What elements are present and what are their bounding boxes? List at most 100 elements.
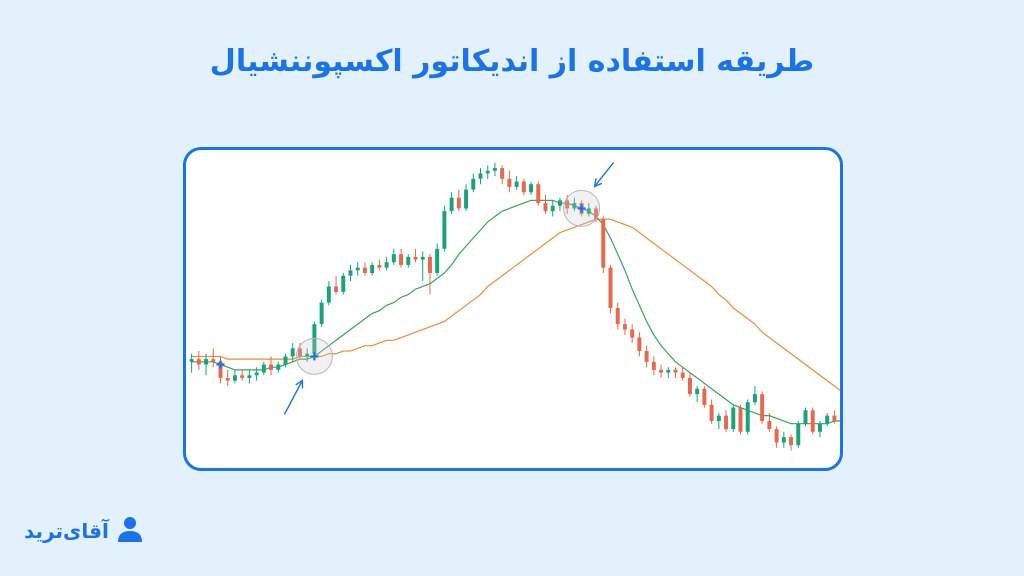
candle (781, 431, 786, 448)
candle (420, 251, 425, 282)
candle (644, 345, 649, 368)
candle (492, 162, 497, 177)
arrow-icon (593, 162, 615, 188)
candle (204, 353, 209, 376)
candle (456, 189, 461, 212)
candle (695, 386, 700, 403)
fast-ema-layer (191, 199, 840, 425)
candle (254, 367, 259, 381)
candle (666, 367, 671, 378)
candle (355, 262, 360, 276)
candle (832, 410, 837, 424)
candle (341, 273, 346, 295)
candle (435, 243, 440, 276)
candle (803, 407, 808, 427)
chart-card (183, 147, 843, 471)
candle (622, 318, 627, 335)
page-title: طریقه استفاده از اندیکاتور اکسپوننشیال (209, 44, 815, 79)
user-icon (115, 514, 145, 548)
candle (485, 165, 490, 179)
candle (529, 181, 534, 195)
candle (550, 200, 555, 217)
candle (261, 361, 266, 376)
crossover-marker (563, 162, 615, 227)
candle (760, 391, 765, 424)
candle (745, 399, 750, 435)
candle (767, 412, 772, 432)
candle (536, 181, 541, 206)
candle (825, 412, 830, 427)
candle (702, 386, 707, 408)
candle (615, 302, 620, 330)
candle (731, 404, 736, 432)
candle (225, 369, 230, 387)
candle (189, 353, 194, 373)
crossover-marker (283, 337, 333, 415)
brand-logo[interactable]: آقای‌ترید (24, 513, 145, 549)
candle (810, 407, 815, 435)
slow-ema-line (191, 218, 840, 391)
candle (608, 264, 613, 314)
candle (427, 254, 432, 295)
candle (521, 178, 526, 195)
candle (774, 426, 779, 448)
candle (586, 203, 591, 217)
candle (211, 348, 216, 368)
ema-chart (189, 162, 840, 451)
candle (709, 399, 714, 424)
candle (232, 369, 237, 384)
slow-ema-layer (191, 218, 840, 391)
candle (752, 386, 757, 405)
candle (399, 248, 404, 268)
candle (716, 412, 721, 430)
candle (290, 342, 295, 362)
candle (687, 372, 692, 397)
candle (817, 421, 822, 438)
candle (673, 367, 678, 378)
candle (276, 361, 281, 373)
candle (391, 248, 396, 265)
fast-ema-line (191, 199, 840, 425)
crossover-layer (216, 162, 615, 415)
candle (543, 194, 548, 214)
candle (789, 434, 794, 451)
candle (384, 256, 389, 271)
candle (449, 192, 454, 214)
candle (680, 367, 685, 381)
candle (312, 321, 317, 354)
candle (413, 248, 418, 263)
candle (283, 353, 288, 368)
candle (240, 369, 245, 381)
candle (442, 205, 447, 252)
arrow-icon (283, 379, 304, 415)
candle (370, 262, 375, 276)
candle (478, 168, 483, 185)
candle (514, 176, 519, 190)
crossover-point (216, 360, 225, 369)
candle (218, 356, 223, 384)
candle (471, 173, 476, 193)
candle (464, 184, 469, 212)
candle (659, 364, 664, 378)
candle (651, 356, 656, 376)
candle (507, 170, 512, 193)
candle (196, 351, 201, 370)
candle (319, 299, 324, 327)
candle (601, 216, 606, 274)
candle (406, 254, 411, 268)
candle (247, 369, 252, 384)
candle (377, 259, 382, 271)
brand-logo-text: آقای‌ترید (24, 519, 109, 543)
candle (305, 348, 310, 362)
candle (572, 197, 577, 212)
candle (724, 410, 729, 432)
candle (362, 262, 367, 276)
candle (269, 356, 274, 376)
candle (348, 264, 353, 282)
candle (557, 197, 562, 212)
candle (738, 404, 743, 435)
candle (796, 421, 801, 448)
candles-layer (189, 162, 837, 451)
candle (326, 281, 331, 306)
candle (637, 332, 642, 357)
